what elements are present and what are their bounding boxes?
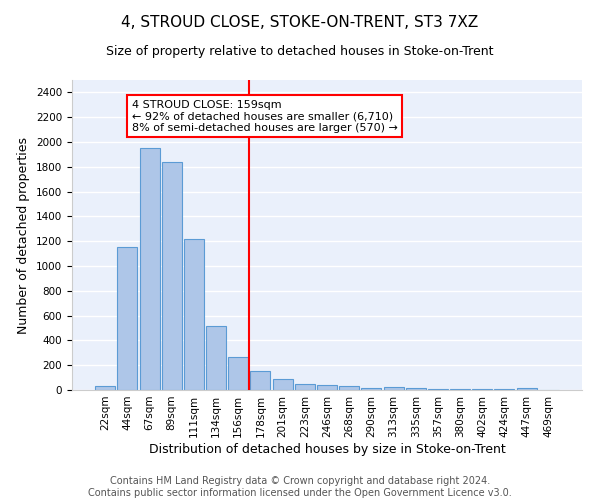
Bar xyxy=(95,386,115,390)
Bar xyxy=(339,386,359,390)
Text: Contains HM Land Registry data © Crown copyright and database right 2024.
Contai: Contains HM Land Registry data © Crown c… xyxy=(88,476,512,498)
Bar xyxy=(206,326,226,390)
Bar xyxy=(450,389,470,390)
Bar xyxy=(162,162,182,390)
Bar xyxy=(383,387,404,390)
Text: Size of property relative to detached houses in Stoke-on-Trent: Size of property relative to detached ho… xyxy=(106,45,494,58)
Text: 4, STROUD CLOSE, STOKE-ON-TRENT, ST3 7XZ: 4, STROUD CLOSE, STOKE-ON-TRENT, ST3 7XZ xyxy=(121,15,479,30)
Bar xyxy=(228,357,248,390)
Bar xyxy=(118,248,137,390)
Bar xyxy=(406,388,426,390)
Bar xyxy=(317,386,337,390)
Bar xyxy=(272,380,293,390)
Bar xyxy=(184,238,204,390)
Y-axis label: Number of detached properties: Number of detached properties xyxy=(17,136,31,334)
Bar xyxy=(517,388,536,390)
Bar xyxy=(140,148,160,390)
Bar xyxy=(250,371,271,390)
X-axis label: Distribution of detached houses by size in Stoke-on-Trent: Distribution of detached houses by size … xyxy=(149,442,505,456)
Bar xyxy=(295,384,315,390)
Text: 4 STROUD CLOSE: 159sqm
← 92% of detached houses are smaller (6,710)
8% of semi-d: 4 STROUD CLOSE: 159sqm ← 92% of detached… xyxy=(132,100,398,133)
Bar xyxy=(428,389,448,390)
Bar xyxy=(361,388,382,390)
